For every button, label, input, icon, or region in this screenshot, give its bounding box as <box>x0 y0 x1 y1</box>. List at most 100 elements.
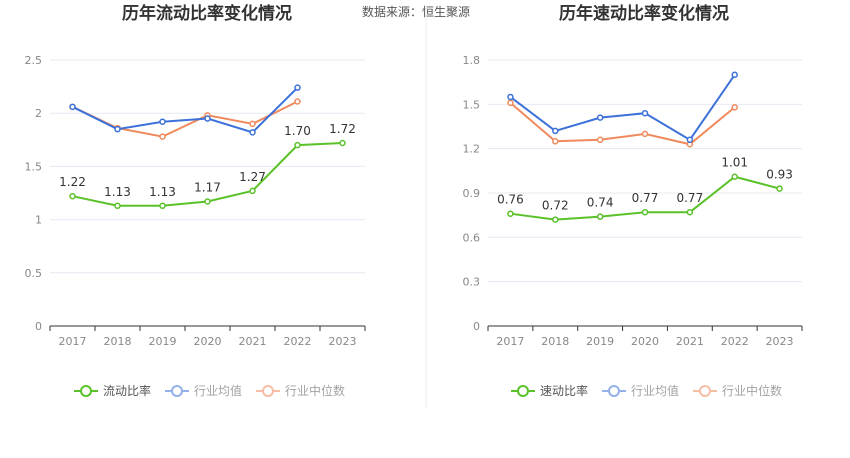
x-tick-label: 2022 <box>721 335 749 348</box>
y-tick-label: 1.2 <box>463 143 481 156</box>
legend-label: 行业中位数 <box>285 383 345 398</box>
data-label: 0.77 <box>632 191 659 205</box>
data-point-median <box>159 133 166 140</box>
data-point-avg <box>294 84 301 91</box>
data-point-main <box>596 213 604 220</box>
series-line-median <box>72 100 298 138</box>
data-label: 1.27 <box>239 170 266 184</box>
data-point-median <box>641 130 649 138</box>
y-tick-label: 0 <box>473 320 480 333</box>
x-tick-label: 2018 <box>104 335 132 348</box>
data-point-avg <box>552 127 559 135</box>
data-label: 0.76 <box>497 193 524 207</box>
y-tick-label: 2 <box>35 107 42 120</box>
data-label: 0.77 <box>676 191 703 205</box>
x-tick-label: 2020 <box>631 335 659 348</box>
series-line-avg <box>72 86 299 134</box>
y-tick-label: 2.5 <box>25 54 43 67</box>
data-label: 1.70 <box>284 124 311 138</box>
legend-label: 行业均值 <box>631 383 679 398</box>
data-point-avg <box>159 118 166 125</box>
legend-label: 行业均值 <box>194 383 242 398</box>
y-tick-label: 1.5 <box>463 98 481 111</box>
y-tick-label: 0.5 <box>25 267 43 280</box>
legend-label: 流动比率 <box>103 383 151 398</box>
data-point-avg <box>641 109 649 117</box>
legend-marker <box>699 385 711 397</box>
data-point-median <box>294 98 301 105</box>
x-tick-label: 2021 <box>676 335 704 348</box>
y-tick-label: 0.3 <box>463 276 481 289</box>
legend-marker <box>608 385 620 397</box>
x-tick-label: 2021 <box>239 335 267 348</box>
data-point-avg <box>249 129 256 136</box>
y-tick-label: 0 <box>35 320 42 333</box>
legend-item-main[interactable]: 流动比率 <box>74 383 151 398</box>
data-point-avg <box>69 103 76 111</box>
data-label: 1.01 <box>721 156 748 170</box>
x-tick-label: 2018 <box>541 335 569 348</box>
data-point-median <box>507 99 514 107</box>
y-tick-label: 1.8 <box>463 54 481 67</box>
x-tick-label: 2023 <box>329 335 357 348</box>
data-point-main <box>686 208 694 216</box>
legend-item-median[interactable]: 行业中位数 <box>693 383 782 398</box>
data-point-avg <box>731 71 738 79</box>
data-label: 1.22 <box>59 175 86 189</box>
data-label: 0.93 <box>766 168 793 182</box>
data-point-median <box>552 138 559 145</box>
legend-marker <box>517 385 529 397</box>
y-tick-label: 0.6 <box>463 231 481 244</box>
data-point-main <box>641 208 649 216</box>
data-point-median <box>596 136 604 144</box>
legend-item-avg[interactable]: 行业均值 <box>165 383 242 398</box>
data-point-avg <box>204 115 211 122</box>
data-label: 1.13 <box>104 185 131 199</box>
legend-item-main[interactable]: 速动比率 <box>511 383 588 398</box>
chart-title: 历年流动比率变化情况 <box>122 3 292 24</box>
data-point-avg <box>686 136 694 144</box>
y-tick-label: 0.9 <box>463 187 481 200</box>
data-point-avg <box>596 114 604 121</box>
x-tick-label: 2017 <box>496 335 524 348</box>
legend-marker <box>171 385 183 397</box>
legend-item-median[interactable]: 行业中位数 <box>256 383 345 398</box>
legend-marker <box>80 385 92 397</box>
data-point-main <box>114 202 121 210</box>
data-point-median <box>249 120 256 128</box>
data-point-avg <box>507 93 514 101</box>
x-tick-label: 2019 <box>586 335 614 348</box>
legend-label: 行业中位数 <box>722 383 782 398</box>
data-point-main <box>249 187 256 195</box>
data-point-main <box>731 173 738 180</box>
x-tick-label: 2022 <box>284 335 312 348</box>
current-ratio-chart: 历年流动比率变化情况 0 0.5 1 1.5 2 2.5 2017 2018 2019 2020 20… <box>25 3 366 398</box>
quick-ratio-chart: 历年速动比率变化情况 0 0.3 0.6 0.9 1.2 1.5 1.8 2017 2018 201… <box>463 3 803 398</box>
data-label: 0.74 <box>587 196 614 210</box>
data-source: 数据来源：恒生聚源 <box>362 4 470 19</box>
x-tick-label: 2023 <box>766 335 794 348</box>
x-tick-label: 2019 <box>149 335 177 348</box>
data-point-main <box>69 192 76 200</box>
data-label: 1.17 <box>194 181 221 195</box>
legend-marker <box>262 385 274 397</box>
data-point-main <box>507 210 514 217</box>
series-line-median <box>509 102 736 146</box>
data-point-main <box>339 139 346 147</box>
data-label: 0.72 <box>542 199 569 213</box>
series-line-avg <box>509 74 736 142</box>
data-point-main <box>159 202 166 210</box>
data-point-main <box>294 141 301 149</box>
data-label: 1.13 <box>149 185 176 199</box>
data-point-main <box>776 185 783 192</box>
legend-item-avg[interactable]: 行业均值 <box>602 383 679 398</box>
y-tick-label: 1 <box>35 214 42 227</box>
data-point-avg <box>114 125 121 133</box>
data-point-main <box>204 198 211 205</box>
y-tick-label: 1.5 <box>25 160 43 173</box>
data-point-main <box>552 216 559 223</box>
data-point-median <box>731 104 738 111</box>
x-tick-label: 2017 <box>59 335 87 348</box>
data-label: 1.72 <box>329 122 356 136</box>
